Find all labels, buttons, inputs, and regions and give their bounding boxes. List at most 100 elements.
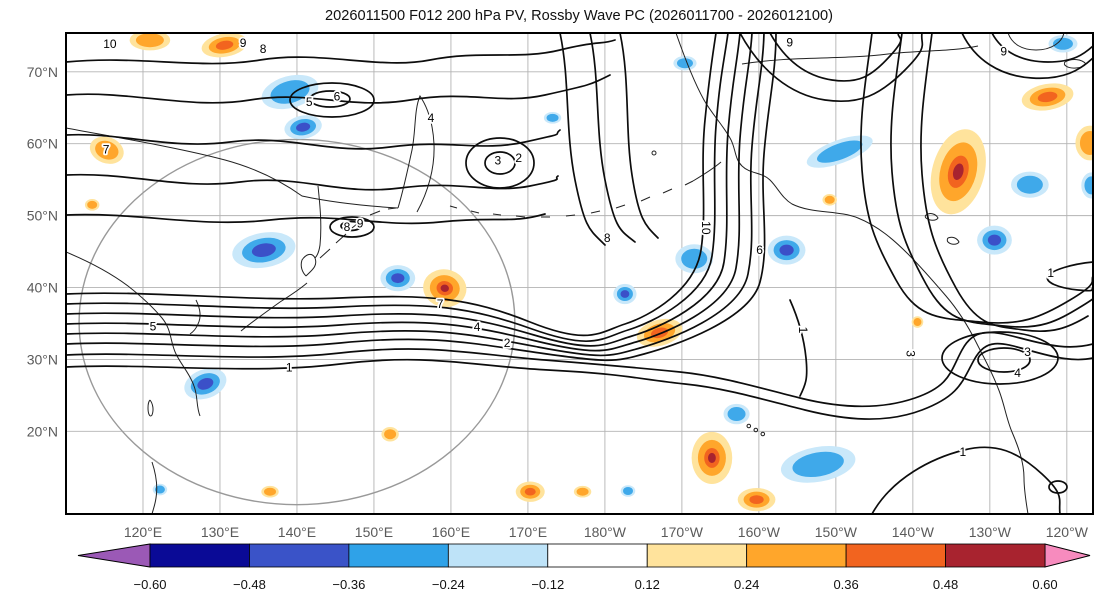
colorbar-tick-label: −0.24 <box>432 577 465 592</box>
neg-anomaly <box>792 451 844 478</box>
colorbar-left-arrow <box>77 543 151 568</box>
pos-anomaly <box>824 195 835 204</box>
contour-line <box>340 220 362 232</box>
x-axis-ticks: 120°E 130°E 140°E 150°E 160°E 170°E 180°W 170°W… <box>124 524 1089 540</box>
coastline <box>924 213 939 221</box>
neg-anomaly-core <box>779 244 794 256</box>
colorbar: −0.60 −0.48 −0.36 −0.24 −0.12 0.12 0.24 0.36 0.4… <box>77 543 1091 592</box>
contour-label: 8 <box>260 42 267 56</box>
contour-line <box>66 33 741 347</box>
x-tick-label: 130°W <box>969 524 1012 540</box>
contour-line <box>991 33 1093 63</box>
colorbar-tick-label: −0.36 <box>332 577 365 592</box>
x-tick-label: 170°E <box>509 524 547 540</box>
contour-label: 6 <box>334 89 341 103</box>
contour-label: 3 <box>904 350 918 357</box>
contour-label: 9 <box>786 35 793 49</box>
coastline <box>397 94 435 213</box>
colorbar-tick-label: −0.60 <box>134 577 167 592</box>
colorbar-segment <box>348 543 449 568</box>
contour-line <box>1046 261 1093 292</box>
coastline <box>147 399 154 417</box>
contour-line <box>941 331 1059 385</box>
contour-label: 9 <box>240 36 247 50</box>
colorbar-segment <box>447 543 549 568</box>
contour-label: 4 <box>428 111 435 125</box>
great-circle-overlay <box>78 138 516 506</box>
neg-anomaly <box>727 407 746 422</box>
neg-anomaly-core <box>391 273 405 284</box>
x-tick-label: 150°W <box>815 524 858 540</box>
pos-anomaly-extreme <box>707 452 716 463</box>
contour-label: 8 <box>604 231 611 245</box>
y-tick-label: 50°N <box>27 208 58 224</box>
neg-anomaly-core <box>296 122 311 132</box>
neg-anomaly-core <box>251 243 276 257</box>
contour-line <box>961 33 1093 80</box>
neg-anomaly <box>1084 176 1093 195</box>
coastline <box>746 423 766 437</box>
neg-anomaly <box>623 486 634 495</box>
pos-anomaly <box>264 487 277 496</box>
contour-label: 6 <box>756 243 763 257</box>
y-tick-label: 40°N <box>27 280 58 296</box>
contour-label: 8 <box>344 220 351 234</box>
contour-line <box>977 347 1031 373</box>
plot-border <box>65 32 1094 515</box>
coastline <box>66 127 399 209</box>
pos-anomaly <box>1079 131 1093 156</box>
y-axis-ticks: 70°N 60°N 50°N 40°N 30°N 20°N <box>27 64 58 439</box>
contour-line <box>1048 480 1068 494</box>
colorbar-tick-label: −0.48 <box>233 577 266 592</box>
pos-anomaly-core <box>215 40 234 50</box>
x-tick-label: 120°W <box>1046 524 1089 540</box>
neg-anomaly <box>154 485 165 494</box>
contour-label: 10 <box>103 37 117 51</box>
contour-label: 4 <box>474 320 481 334</box>
y-tick-label: 70°N <box>27 64 58 80</box>
neg-anomaly-core <box>987 234 1002 246</box>
contour-label: 3 <box>1024 345 1031 359</box>
x-tick-label: 180°W <box>584 524 627 540</box>
contour-line <box>871 446 1061 514</box>
contour-label: 7 <box>103 142 110 156</box>
neg-anomaly <box>816 140 863 163</box>
contour-label: 5 <box>306 95 313 109</box>
y-tick-label: 30°N <box>27 351 58 367</box>
contour-line <box>920 33 1089 333</box>
contour-label: 1 <box>960 445 967 459</box>
coastline <box>946 236 960 245</box>
contour-line <box>66 173 559 191</box>
coastline <box>675 33 1029 514</box>
contour-label: 4 <box>1014 366 1021 380</box>
contour-line <box>789 299 808 397</box>
contour-line <box>465 137 535 189</box>
contour-line <box>66 331 1093 408</box>
colorbar-tick-label: 0.36 <box>833 577 858 592</box>
coastline <box>1063 59 1087 69</box>
contour-line <box>589 33 636 243</box>
neg-anomaly <box>676 58 693 69</box>
anomaly-shading-layer <box>84 33 1093 512</box>
contour-line <box>66 33 717 337</box>
contour-lines-layer <box>66 33 1093 514</box>
pos-anomaly-extreme <box>952 163 964 180</box>
colorbar-segment <box>746 543 847 568</box>
coastline <box>300 253 317 277</box>
x-tick-label: 120°E <box>124 524 162 540</box>
y-tick-label: 60°N <box>27 136 58 152</box>
coastline <box>240 282 308 332</box>
x-tick-label: 130°E <box>201 524 239 540</box>
contour-line <box>559 33 606 246</box>
contour-label: 1 <box>1047 266 1054 280</box>
pos-anomaly-extreme <box>440 284 449 292</box>
pos-anomaly-core <box>1037 91 1058 103</box>
great-circle-overlay-layer <box>78 138 516 506</box>
contour-label: 1 <box>286 360 293 374</box>
x-tick-label: 170°W <box>661 524 704 540</box>
contour-line <box>769 33 902 82</box>
colorbar-tick-label: −0.12 <box>531 577 564 592</box>
x-tick-label: 160°W <box>738 524 781 540</box>
